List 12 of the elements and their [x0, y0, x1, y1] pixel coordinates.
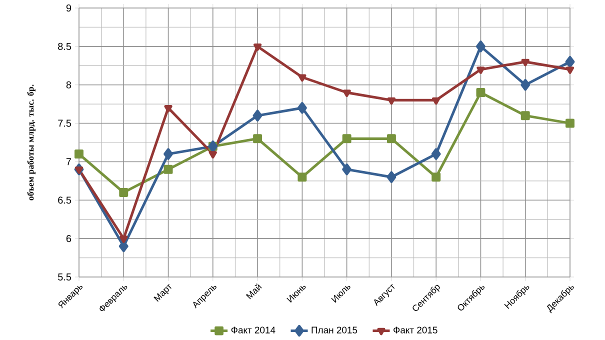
y-tick-label: 5.5: [58, 274, 72, 280]
legend-label: План 2015: [312, 326, 358, 334]
y-axis-title: объем работы млрд. тыс. бр.: [27, 84, 36, 200]
legend-label: Факт 2014: [231, 326, 276, 334]
y-tick-label: 7: [66, 158, 71, 166]
y-tick-label: 8.5: [58, 42, 72, 50]
y-tick-label: 7.5: [58, 120, 72, 127]
y-tick-label: 8: [66, 81, 72, 88]
y-tick-label: 6: [66, 235, 72, 242]
legend-label: Факт 2015: [394, 326, 438, 334]
y-tick-label: 9: [66, 4, 72, 12]
y-tick-label: 6.5: [58, 196, 72, 204]
